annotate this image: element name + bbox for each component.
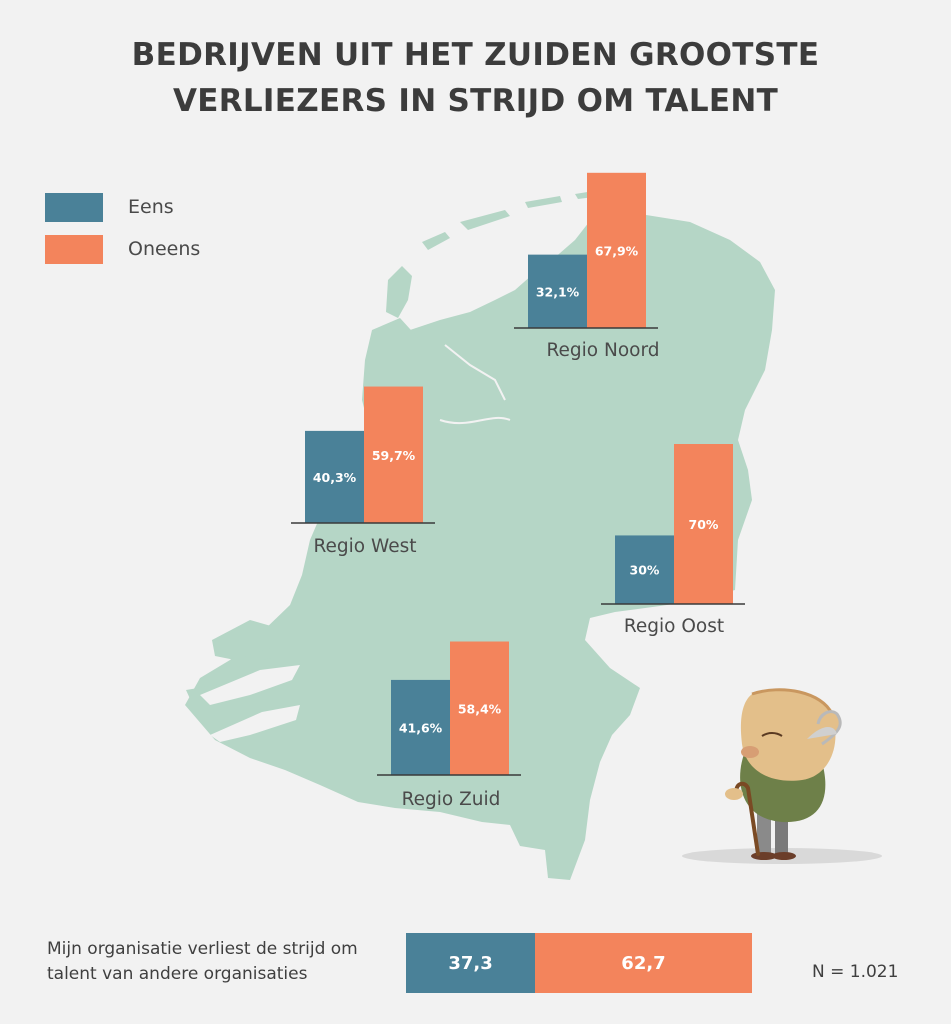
- bar-regio-oost-eens: [615, 535, 674, 604]
- sample-size: N = 1.021: [812, 962, 899, 982]
- total-bar-oneens: 62,7: [535, 933, 752, 993]
- chart-regio-west: 40,3% 59,7%: [291, 380, 456, 525]
- bar-label-regio-zuid-oneens: 58,4%: [458, 701, 502, 716]
- bar-label-regio-oost-oneens: 70%: [689, 517, 719, 532]
- map-zeeland-1: [212, 620, 278, 660]
- legend: Eens Oneens: [45, 186, 200, 270]
- chart-regio-noord: 32,1% 67,9%: [514, 166, 679, 330]
- bar-label-regio-west-eens: 40,3%: [313, 470, 357, 485]
- statement-text: Mijn organisatie verliest de strijd om t…: [47, 939, 358, 984]
- region-label-noord: Regio Noord: [546, 340, 660, 361]
- title-line-1: BEDRIJVEN UIT HET ZUIDEN GROOTSTE: [131, 37, 820, 73]
- map-terschelling: [460, 210, 510, 230]
- total-bar-eens-label: 37,3: [448, 952, 493, 974]
- bar-regio-noord-eens: [528, 254, 587, 328]
- bar-label-regio-oost-eens: 30%: [630, 563, 660, 578]
- bar-regio-west-oneens: [364, 386, 423, 523]
- total-bar: 37,3 62,7: [406, 933, 752, 993]
- map-vlieland: [422, 232, 450, 250]
- chart-regio-zuid: 41,6% 58,4%: [377, 636, 542, 777]
- region-label-west: Regio West: [313, 536, 417, 557]
- bar-regio-zuid-oneens: [450, 641, 509, 775]
- chart-title: BEDRIJVEN UIT HET ZUIDEN GROOTSTE VERLIE…: [0, 32, 951, 124]
- bar-regio-zuid-eens: [391, 679, 450, 775]
- total-bar-eens: 37,3: [406, 933, 536, 993]
- legend-item-oneens: Oneens: [45, 228, 200, 270]
- region-label-oost: Regio Oost: [623, 616, 725, 637]
- bar-label-regio-zuid-eens: 41,6%: [399, 720, 443, 735]
- bar-regio-noord-oneens: [587, 172, 646, 328]
- bar-label-regio-noord-eens: 32,1%: [536, 284, 580, 299]
- bar-regio-west-eens: [305, 430, 364, 523]
- old-man-illustration: [682, 688, 882, 864]
- legend-swatch-eens: [45, 192, 103, 222]
- legend-item-eens: Eens: [45, 186, 200, 228]
- map-ameland: [525, 196, 562, 208]
- map-texel: [386, 266, 412, 318]
- legend-label-eens: Eens: [128, 196, 174, 218]
- legend-label-oneens: Oneens: [128, 238, 201, 260]
- bar-regio-oost-oneens: [674, 444, 733, 604]
- chart-regio-oost: 30% 70%: [601, 436, 766, 606]
- total-bar-oneens-label: 62,7: [621, 952, 666, 974]
- bar-label-regio-noord-oneens: 67,9%: [595, 243, 639, 258]
- bar-label-regio-west-oneens: 59,7%: [372, 448, 416, 463]
- legend-swatch-oneens: [45, 234, 103, 264]
- region-label-zuid: Regio Zuid: [401, 789, 501, 810]
- map-mainland: [185, 208, 775, 880]
- title-line-2: VERLIEZERS IN STRIJD OM TALENT: [172, 83, 779, 119]
